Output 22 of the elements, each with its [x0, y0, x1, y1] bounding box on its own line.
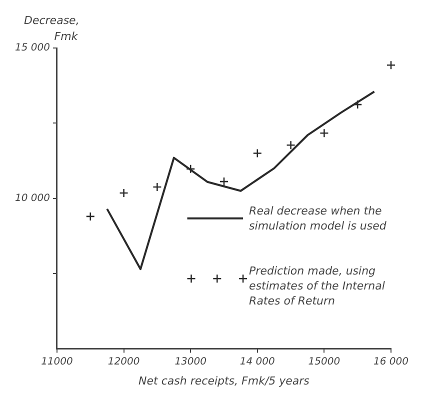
- point: [86, 212, 96, 222]
- x-tick-label: 13000: [174, 356, 206, 368]
- point: [320, 128, 329, 138]
- x-tick-label: 12000: [108, 356, 140, 368]
- y-axis-title: Decrease, Fmk: [24, 14, 80, 43]
- point: [152, 182, 162, 192]
- x-tick-label: 11000: [41, 356, 73, 368]
- point: [352, 100, 362, 110]
- point: [186, 164, 196, 174]
- point: [386, 60, 396, 70]
- y-tick-label: 15 000: [14, 42, 50, 54]
- series-label: Real decrease when the simulation model is used: [249, 204, 388, 232]
- y-tick-label: 10 000: [14, 192, 50, 204]
- x-axis-title: Net cash receipts, Fmk/5 years: [138, 374, 310, 388]
- point: [286, 140, 296, 150]
- point: [219, 176, 229, 186]
- x-tick-label: 16 000: [374, 356, 408, 368]
- legend-label: Prediction made, using estimates of the Internal Rates of Return: [249, 264, 385, 308]
- x-tick-label: 14 000: [240, 356, 275, 368]
- point: [252, 148, 262, 158]
- x-tick-label: 15000: [308, 356, 340, 368]
- point: [119, 188, 128, 198]
